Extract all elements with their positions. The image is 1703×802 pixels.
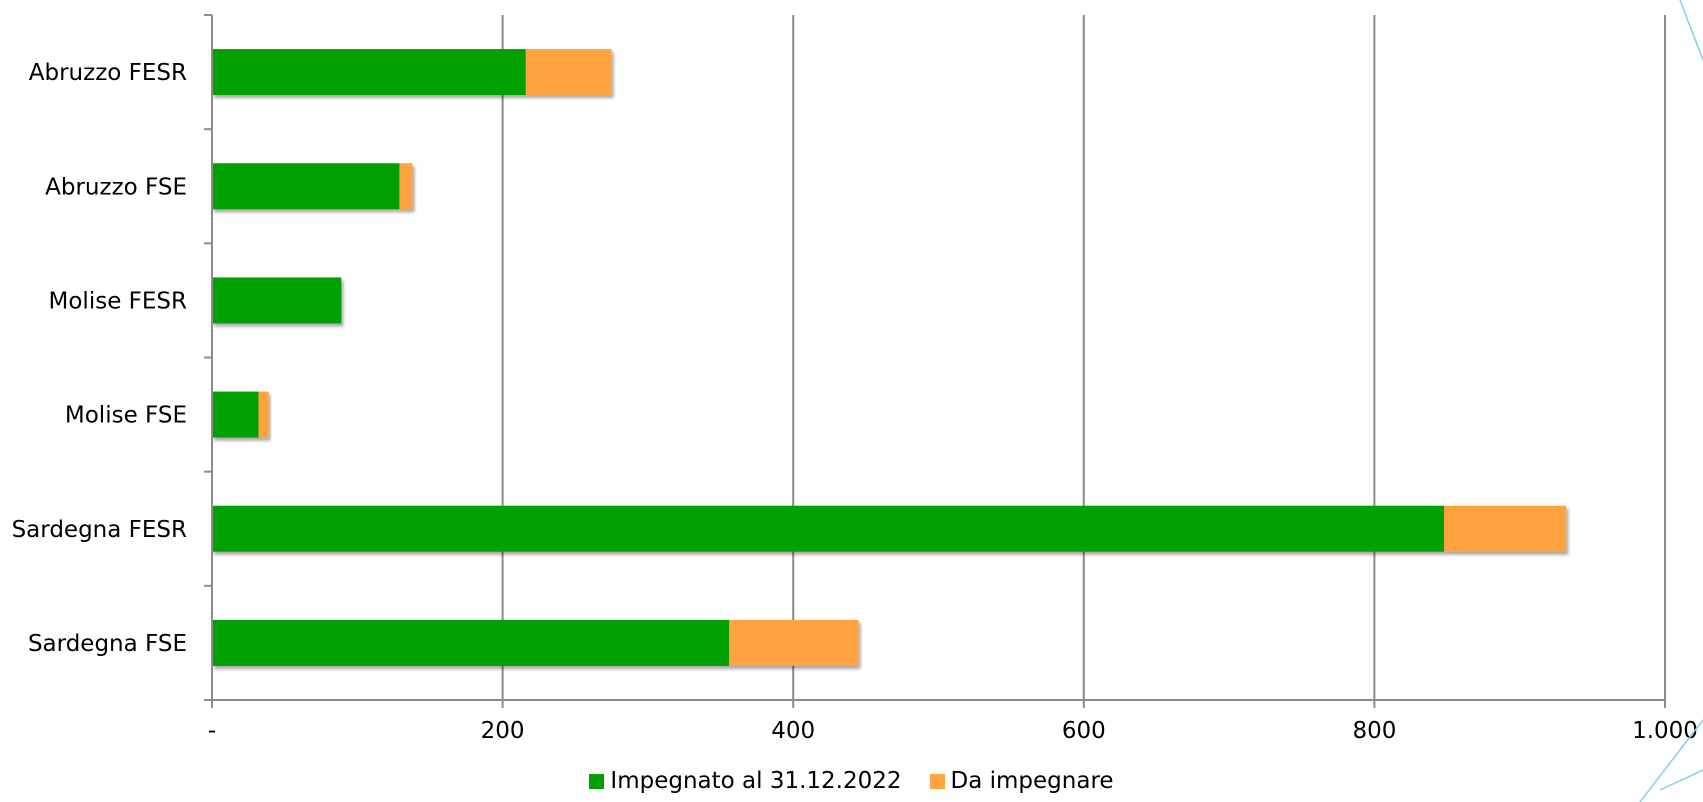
bar-stack <box>212 277 342 324</box>
bar-segment <box>212 277 342 324</box>
legend-swatch <box>929 773 945 789</box>
bar-stack <box>212 505 1567 552</box>
bar-stack <box>212 49 612 96</box>
bar-segment <box>525 49 612 96</box>
legend-item: Da impegnare <box>929 768 1114 794</box>
bar-stack <box>212 163 413 210</box>
category-label: Sardegna FSE <box>28 631 187 657</box>
category-label: Sardegna FESR <box>12 517 187 543</box>
legend-swatch <box>589 773 605 789</box>
bar-segment <box>729 619 859 666</box>
bar-stack <box>212 619 859 666</box>
bar-stack <box>212 391 269 438</box>
category-label: Molise FESR <box>49 288 188 314</box>
x-tick-label: 400 <box>771 718 815 744</box>
category-label: Molise FSE <box>65 403 187 429</box>
category-label: Abruzzo FSE <box>45 174 187 200</box>
bar-segment <box>212 619 730 666</box>
category-label: Abruzzo FESR <box>29 60 187 86</box>
bar-segment <box>399 163 413 210</box>
bar-segment <box>212 505 1445 552</box>
gridlines <box>501 15 1666 700</box>
legend-label: Impegnato al 31.12.2022 <box>610 768 902 794</box>
x-tick-label: - <box>208 718 216 744</box>
bar-segment <box>212 49 526 96</box>
x-tick-label: 600 <box>1062 718 1106 744</box>
decoration <box>1639 0 1703 802</box>
legend: Impegnato al 31.12.2022 Da impegnare <box>0 768 1703 794</box>
legend-label: Da impegnare <box>950 768 1114 794</box>
bars <box>212 49 1567 666</box>
bar-segment <box>1444 505 1567 552</box>
bar-segment <box>258 391 269 438</box>
legend-item: Impegnato al 31.12.2022 <box>589 768 902 794</box>
x-tick-label: 800 <box>1352 718 1396 744</box>
x-tick-label: 200 <box>481 718 525 744</box>
bar-segment <box>212 163 400 210</box>
bar-segment <box>212 391 259 438</box>
axes <box>204 14 1666 708</box>
